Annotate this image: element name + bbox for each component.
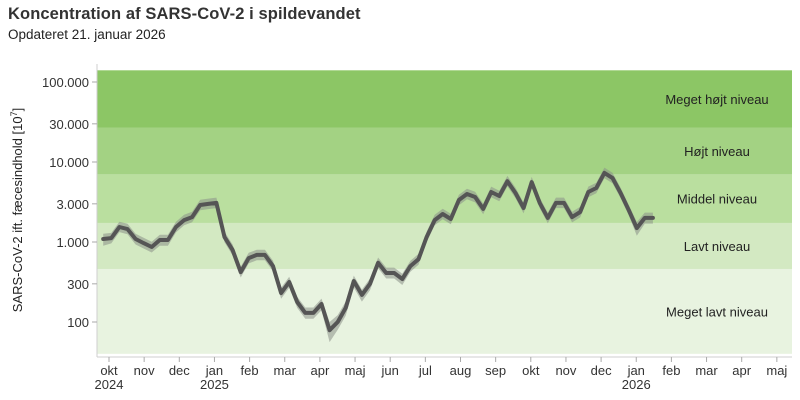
x-tick-label: apr bbox=[732, 363, 751, 378]
x-tick-label: maj bbox=[345, 363, 366, 378]
y-tick-label: 100 bbox=[67, 315, 89, 330]
x-tick-label: sep bbox=[485, 363, 506, 378]
chart-title: Koncentration af SARS-CoV-2 i spildevand… bbox=[8, 5, 361, 23]
x-tick-label: mar bbox=[695, 363, 718, 378]
chart-subtitle: Opdateret 21. januar 2026 bbox=[8, 27, 166, 42]
band-label: Meget højt niveau bbox=[665, 92, 768, 107]
x-tick-label: dec bbox=[591, 363, 612, 378]
band-4 bbox=[97, 268, 792, 354]
y-tick-label: 300 bbox=[67, 277, 89, 292]
y-tick-label: 100.000 bbox=[42, 75, 89, 90]
x-tick-label: maj bbox=[766, 363, 787, 378]
x-tick-year: 2026 bbox=[622, 377, 651, 392]
x-tick-year: 2025 bbox=[200, 377, 229, 392]
y-tick-label: 10.000 bbox=[49, 155, 89, 170]
band-label: Lavt niveau bbox=[684, 239, 751, 254]
y-tick-label: 3.000 bbox=[56, 197, 89, 212]
y-tick-label: 1.000 bbox=[56, 235, 89, 250]
x-tick-label: aug bbox=[450, 363, 472, 378]
x-tick-label: feb bbox=[662, 363, 680, 378]
x-tick-label: mar bbox=[274, 363, 297, 378]
y-axis: 100.000 30.000 10.000 3.000 1.000 300 100 bbox=[42, 75, 97, 330]
x-tick-label: dec bbox=[169, 363, 190, 378]
band-0 bbox=[97, 70, 792, 128]
x-tick-label: jun bbox=[381, 363, 399, 378]
y-axis-title: SARS-CoV-2 ift. fæcesindhold [107] bbox=[9, 108, 25, 312]
band-labels: Meget højt niveau Højt niveau Middel nivea… bbox=[665, 92, 768, 320]
x-tick-label: okt bbox=[100, 363, 118, 378]
band-label: Middel niveau bbox=[677, 192, 757, 207]
x-tick-label: nov bbox=[134, 363, 155, 378]
band-label: Meget lavt niveau bbox=[666, 304, 768, 319]
axes bbox=[96, 64, 792, 358]
x-tick-label: okt bbox=[522, 363, 540, 378]
band-3 bbox=[97, 222, 792, 269]
x-tick-label: feb bbox=[241, 363, 259, 378]
band-1 bbox=[97, 127, 792, 175]
x-tick-label: jan bbox=[205, 363, 223, 378]
x-tick-label: jan bbox=[627, 363, 645, 378]
x-tick-label: jul bbox=[418, 363, 432, 378]
y-tick-label: 30.000 bbox=[49, 117, 89, 132]
band-label: Højt niveau bbox=[684, 144, 750, 159]
x-tick-label: nov bbox=[555, 363, 576, 378]
concentration-line bbox=[101, 170, 655, 333]
x-tick-label: apr bbox=[311, 363, 330, 378]
x-tick-year: 2024 bbox=[95, 377, 124, 392]
